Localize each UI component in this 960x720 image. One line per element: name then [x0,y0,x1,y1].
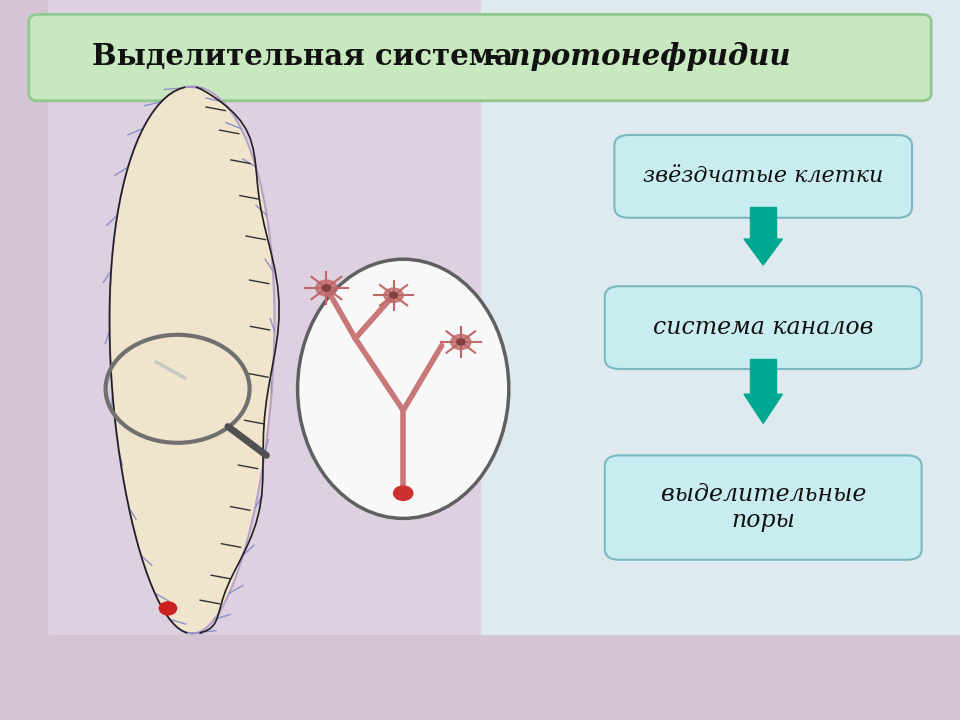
Circle shape [394,486,413,500]
Text: - протонефридии: - протонефридии [477,42,790,71]
Polygon shape [744,239,782,265]
Circle shape [390,292,397,298]
Bar [480,0,960,634]
Ellipse shape [298,259,509,518]
Text: Выделительная система: Выделительная система [92,42,513,71]
FancyBboxPatch shape [614,135,912,218]
Polygon shape [744,395,782,423]
Circle shape [323,285,330,291]
Bar [48,0,480,634]
Text: система каналов: система каналов [653,316,874,339]
Text: звёздчатые клетки: звёздчатые клетки [643,166,883,187]
Circle shape [316,280,337,296]
FancyBboxPatch shape [605,456,922,560]
Text: выделительные
поры: выделительные поры [660,483,866,532]
Polygon shape [109,86,275,634]
Bar [751,207,776,239]
Circle shape [457,339,465,345]
FancyBboxPatch shape [29,14,931,101]
Circle shape [451,334,470,350]
Circle shape [384,288,403,302]
Bar [751,359,776,395]
Circle shape [159,602,177,615]
FancyBboxPatch shape [605,287,922,369]
